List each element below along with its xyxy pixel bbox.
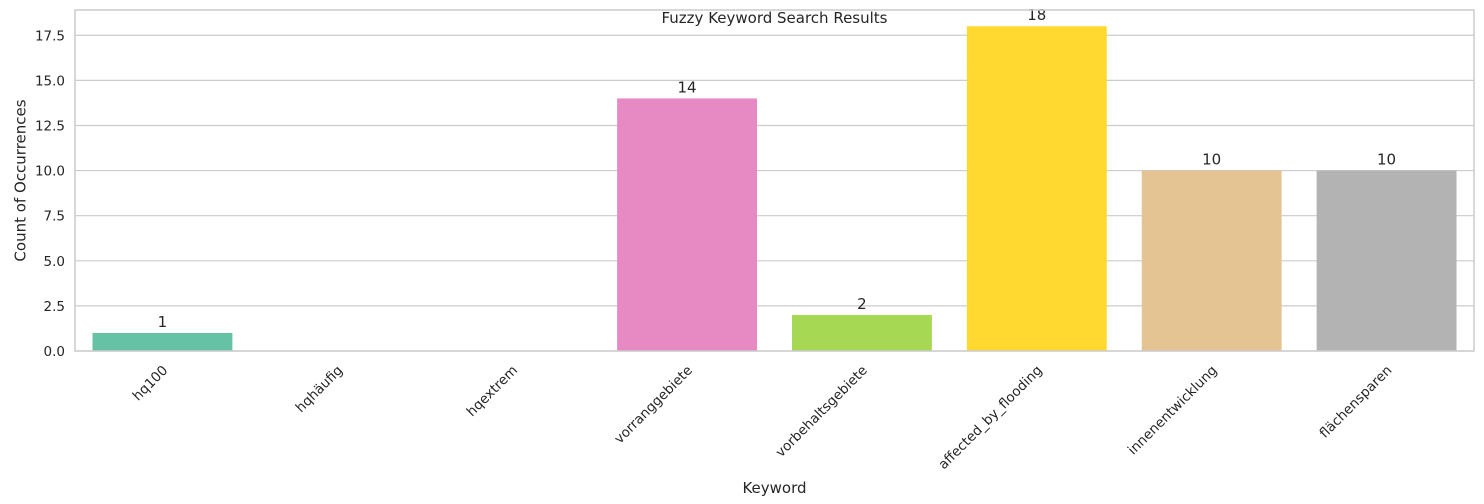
x-tick-label: vorranggebiete [611,363,696,448]
y-tick-label: 10.0 [35,164,65,180]
chart-title: Fuzzy Keyword Search Results [661,9,887,27]
x-tick-label: vorbehaltsgebiete [773,363,871,461]
y-axis-title: Count of Occurrences [11,99,29,261]
bar-affected_by_flooding [966,26,1107,351]
bar-value-label: 1 [158,313,168,331]
bar-vorbehaltsgebiete [791,314,932,351]
bar-innenentwicklung [1141,170,1282,351]
bar-flächensparen [1316,170,1457,351]
bars [92,26,1457,351]
x-tick-label: hqextrem [464,363,521,420]
plot-frame [74,9,1475,352]
bar-value-label: 10 [1202,151,1221,169]
x-tick-label: hq100 [130,363,172,405]
bar-value-label: 14 [678,78,697,96]
x-tick-label: innenentwicklung [1125,363,1221,459]
bar-value-label: 10 [1377,151,1396,169]
y-tick-label: 2.5 [44,299,65,315]
y-tick-label: 12.5 [35,118,65,134]
y-tick-label: 0.0 [44,344,65,360]
y-grid [75,34,1474,352]
x-axis-ticks: hq100 hqhäufig hqextrem vorranggebiete vorbe… [130,363,1396,473]
bar-vorranggebiete [617,98,758,351]
bar-hq100 [92,332,233,351]
x-tick-label: hqhäufig [293,363,346,416]
x-axis-title: Keyword [742,479,806,497]
y-axis-ticks: 0.0 2.5 5.0 7.5 10.0 12.5 15.0 17.5 [35,28,65,360]
bar-value-label: 18 [1027,6,1046,24]
y-tick-label: 15.0 [35,73,65,89]
y-tick-label: 5.0 [44,254,65,270]
y-tick-label: 17.5 [35,28,65,44]
bar-value-label: 2 [857,295,867,313]
y-tick-label: 7.5 [44,209,65,225]
x-tick-label: affected_by_flooding [935,363,1045,473]
x-tick-label: flächensparen [1316,363,1395,442]
